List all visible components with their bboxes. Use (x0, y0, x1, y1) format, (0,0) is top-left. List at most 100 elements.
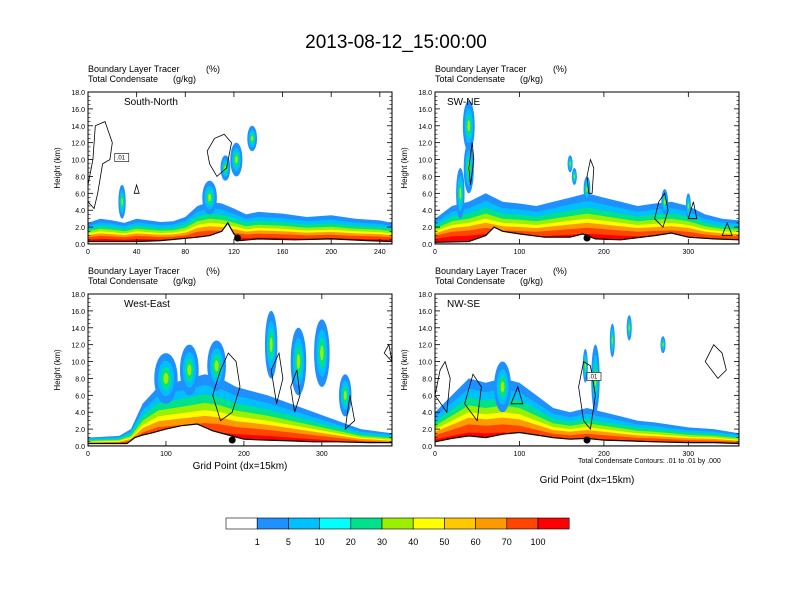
header-condensate: Total Condensate (88, 74, 158, 84)
condensate-contour-2 (290, 369, 301, 413)
plume-core-2 (459, 187, 462, 199)
y-tick-label: 14.0 (418, 326, 432, 333)
panel-2: Boundary Layer Tracer (%) Total Condensate… (400, 64, 740, 256)
y-tick-label: 4.0 (422, 208, 432, 215)
x-tick-label: 200 (238, 451, 250, 458)
y-tick-label: 14.0 (418, 124, 432, 131)
tracer-field (435, 100, 739, 244)
plume-core-0 (500, 381, 505, 393)
y-tick-label: 0.0 (422, 444, 432, 451)
x-tick-label: 80 (181, 249, 189, 256)
condensate-contour-1 (206, 133, 232, 178)
site-marker (583, 234, 591, 242)
header-tracer: Boundary Layer Tracer (435, 266, 527, 276)
condensate-contour-1 (464, 373, 482, 422)
header-tracer: Boundary Layer Tracer (435, 64, 527, 74)
plume-core-0 (163, 372, 169, 385)
tracer-field (88, 121, 392, 244)
plume-core-4 (628, 324, 630, 331)
plume-core-6 (663, 198, 666, 205)
y-axis-label: Height (km) (400, 349, 409, 391)
panel-title: SW-NE (447, 97, 480, 108)
condensate-contour-2 (510, 385, 524, 405)
y-tick-label: 12.0 (71, 141, 85, 148)
header-condensate-unit: (g/kg) (173, 74, 196, 84)
x-tick-label: 100 (514, 451, 526, 458)
plume-core-4 (573, 174, 575, 179)
x-tick-label: 300 (682, 249, 694, 256)
y-tick-label: 2.0 (75, 225, 85, 232)
colorbar: 1 5 10 20 30 40 50 60 70 100 (225, 517, 570, 547)
x-tick-label: 240 (374, 249, 386, 256)
plume-core-2 (235, 155, 238, 164)
colorbar-cell-4 (350, 517, 383, 530)
y-tick-label: 16.0 (71, 309, 85, 316)
condensate-contour-4 (704, 344, 727, 380)
header-tracer: Boundary Layer Tracer (88, 266, 180, 276)
x-tick-label: 200 (325, 249, 337, 256)
y-tick-label: 8.0 (75, 376, 85, 383)
x-axis-label: Grid Point (dx=15km) (540, 475, 635, 486)
y-tick-label: 8.0 (422, 376, 432, 383)
contour-label: .01 (117, 156, 126, 162)
colorbar-cell-6 (412, 517, 445, 530)
y-tick-label: 14.0 (71, 124, 85, 131)
plume-core-3 (251, 135, 254, 142)
plume-core-5 (662, 342, 664, 347)
colorbar-label: 60 (471, 537, 481, 547)
plume-core-0 (467, 120, 471, 132)
x-tick-label: 100 (160, 451, 172, 458)
tracer-field (88, 310, 392, 446)
y-tick-label: 12.0 (71, 343, 85, 350)
header-condensate-unit: (g/kg) (520, 276, 543, 286)
y-tick-label: 2.0 (422, 225, 432, 232)
x-tick-label: 0 (86, 451, 90, 458)
x-tick-label: 120 (228, 249, 240, 256)
plume-core-4 (121, 198, 123, 206)
header-tracer-unit: (%) (206, 266, 220, 276)
colorbar-label: 100 (530, 537, 545, 547)
condensate-contour-3 (344, 395, 356, 431)
plume-core-1 (187, 364, 192, 376)
colorbar-cell-9 (506, 517, 539, 530)
header-condensate-unit: (g/kg) (173, 276, 196, 286)
plume-core-0 (207, 193, 212, 202)
condensate-contour-0 (88, 121, 113, 210)
x-tick-label: 200 (598, 451, 610, 458)
colorbar-label: 50 (439, 537, 449, 547)
colorbar-cell-0 (225, 517, 258, 530)
header-condensate: Total Condensate (435, 74, 505, 84)
panel-4: Boundary Layer Tracer (%) Total Condensate… (400, 266, 740, 486)
condensate-contour-3 (578, 360, 596, 431)
y-tick-label: 6.0 (422, 393, 432, 400)
colorbar-label: 10 (315, 537, 325, 547)
panel-title: South-North (124, 97, 178, 108)
colorbar-cell-7 (444, 517, 476, 530)
plume-core-5 (586, 186, 588, 192)
y-tick-label: 6.0 (75, 393, 85, 400)
y-tick-label: 0.0 (422, 242, 432, 249)
site-marker (228, 436, 236, 444)
header-condensate-unit: (g/kg) (520, 74, 543, 84)
colorbar-label: 5 (286, 537, 291, 547)
site-marker (234, 234, 242, 242)
condensate-contour-4 (721, 221, 733, 236)
colorbar-cell-1 (256, 517, 289, 530)
colorbar-cell-2 (288, 517, 320, 530)
y-tick-label: 12.0 (418, 141, 432, 148)
x-tick-label: 200 (598, 249, 610, 256)
y-tick-label: 14.0 (71, 326, 85, 333)
y-axis-label: Height (km) (53, 147, 62, 189)
condensate-contour-3 (687, 201, 698, 220)
y-tick-label: 0.0 (75, 242, 85, 249)
condensate-contour-2 (133, 183, 140, 194)
y-tick-label: 10.0 (418, 360, 432, 367)
y-tick-label: 12.0 (418, 343, 432, 350)
panel-title: NW-SE (447, 299, 480, 310)
y-tick-label: 8.0 (75, 174, 85, 181)
condensate-contour-1 (586, 158, 595, 194)
x-tick-label: 160 (277, 249, 289, 256)
y-axis-label: Height (km) (53, 349, 62, 391)
y-tick-label: 6.0 (75, 191, 85, 198)
